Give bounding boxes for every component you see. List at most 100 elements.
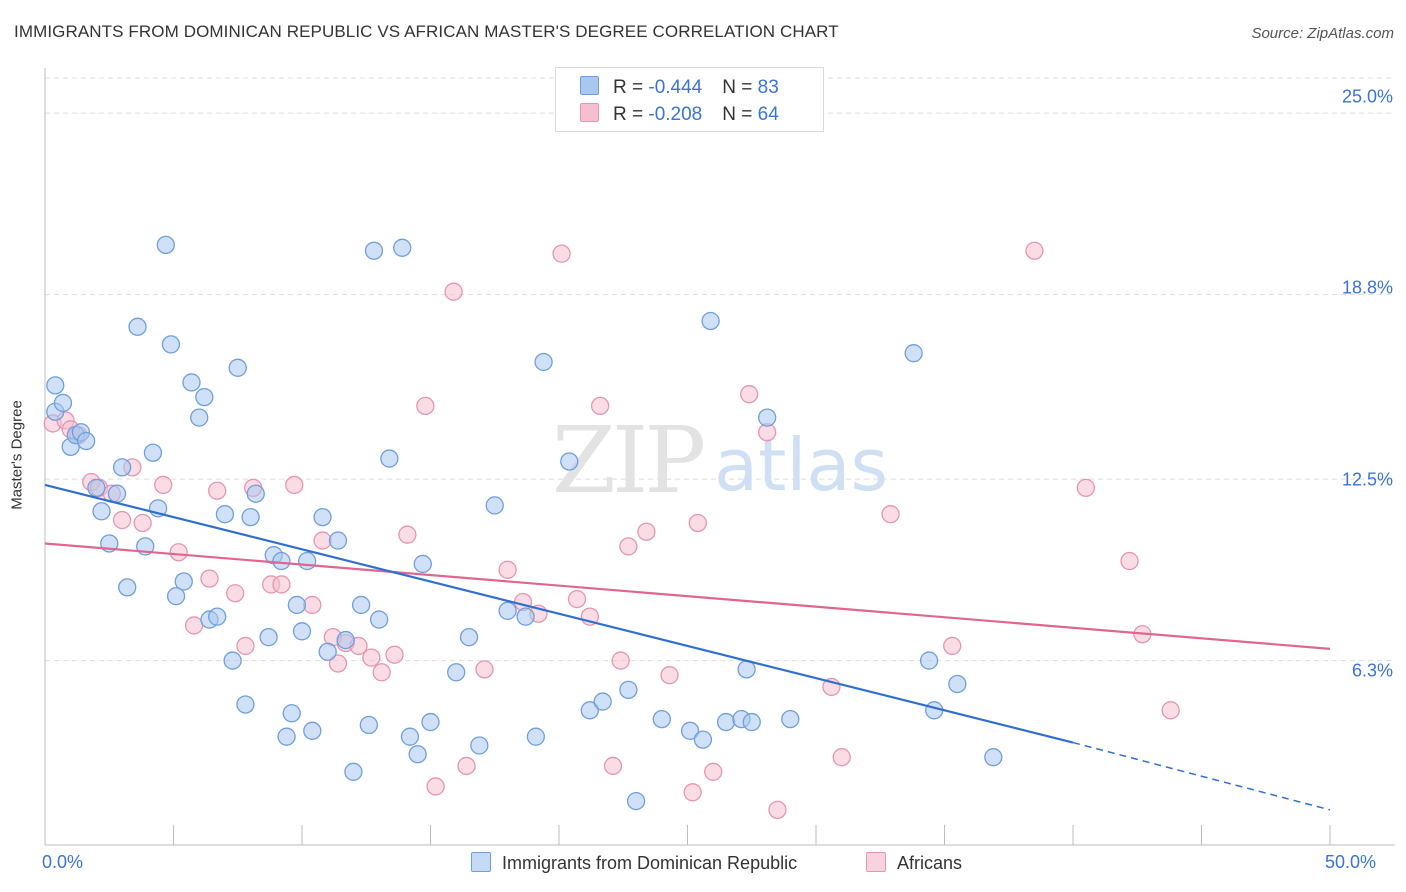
africans-point	[590, 396, 610, 416]
x-tick-label-min: 0.0%	[42, 852, 84, 872]
dominican-point	[737, 660, 756, 679]
africans-point	[768, 800, 787, 820]
dominican-point	[459, 627, 479, 647]
trendlines	[44, 483, 1331, 811]
dominican-point	[118, 578, 137, 597]
dominican-point	[485, 496, 504, 515]
dominican-point	[328, 531, 348, 550]
y-tick-label: 12.5%	[1341, 469, 1393, 490]
legend-swatch-pink	[866, 852, 886, 872]
dominican-point	[447, 663, 466, 682]
africans-point	[1120, 551, 1139, 571]
dominican-point	[156, 235, 175, 255]
africans-point	[832, 748, 851, 767]
dominican-point	[272, 551, 291, 571]
africans-point	[683, 783, 702, 802]
africans-point	[688, 513, 707, 533]
dominican-point	[161, 335, 181, 354]
africans-point	[303, 595, 322, 615]
dominican-point	[560, 452, 579, 471]
dominican-point	[303, 721, 322, 740]
x-tick-label-max: 50.0%	[1325, 852, 1377, 872]
dominican-point	[46, 376, 65, 395]
dominican-point	[742, 712, 761, 732]
dominican-point	[53, 393, 73, 413]
africans-point	[236, 636, 255, 656]
africans-point	[285, 475, 304, 495]
legend-r-label: R =	[613, 77, 649, 98]
dominican-point	[282, 704, 301, 723]
africans-point	[611, 651, 630, 670]
dominican-point	[693, 730, 713, 749]
africans-point	[881, 505, 900, 524]
africans-point	[567, 589, 587, 609]
dominican-trendline-extension	[1072, 741, 1331, 811]
legend-swatch-pink	[580, 103, 599, 122]
legend-r-label: R =	[613, 104, 649, 125]
dominican-point	[498, 601, 517, 620]
legend-row-africans: R = -0.208 N = 64	[580, 103, 779, 126]
legend-item-africans[interactable]: Africans	[866, 852, 962, 874]
africans-point	[200, 569, 219, 588]
dominican-point	[351, 595, 371, 615]
africans-point	[660, 666, 679, 685]
dominican-point	[948, 674, 967, 694]
dominican-point	[369, 610, 389, 629]
axes	[44, 68, 1395, 846]
stats-legend: R = -0.444 N = 83 R = -0.208 N = 64	[555, 67, 824, 132]
africans-point	[416, 396, 435, 416]
dominican-point	[984, 748, 1003, 767]
africans-point	[457, 756, 476, 776]
dominican-point	[758, 408, 777, 427]
africans-point	[385, 645, 404, 664]
africans-point	[619, 537, 638, 556]
source-label: Source: ZipAtlas.com	[1251, 25, 1394, 42]
africans-point	[603, 756, 623, 776]
dominican-point	[680, 721, 700, 740]
africans-point	[475, 660, 494, 679]
series-africans	[43, 241, 1180, 820]
africans-point	[272, 575, 291, 594]
dominican-point	[195, 387, 214, 407]
dominican-point	[652, 709, 671, 729]
dominican-point	[92, 502, 111, 521]
dominican-point	[580, 701, 599, 720]
legend-n-label: N =	[722, 104, 758, 125]
dominican-point	[223, 651, 242, 670]
series-dominican	[46, 235, 1003, 811]
legend-item-dominican[interactable]: Immigrants from Dominican Republic	[471, 852, 797, 874]
africans-point	[1076, 478, 1095, 497]
dominican-point	[76, 431, 96, 451]
dominican-point	[112, 458, 132, 477]
legend-swatch-blue	[471, 852, 491, 872]
dominican-point	[182, 373, 201, 392]
dominican-point	[246, 484, 265, 503]
dominican-point	[364, 241, 384, 260]
dominican-point	[400, 727, 420, 746]
africans-point	[112, 510, 132, 530]
africans-point	[943, 636, 962, 656]
dominican-point	[619, 680, 638, 699]
dominican-point	[128, 317, 147, 336]
dominican-point	[701, 311, 720, 331]
dominican-point	[421, 712, 440, 732]
y-tick-label: 25.0%	[1341, 86, 1393, 107]
dominican-point	[143, 443, 163, 462]
dominican-point	[87, 478, 106, 497]
dominican-point	[287, 595, 307, 615]
legend-n-value: 83	[757, 77, 779, 98]
dominican-point	[393, 238, 412, 257]
dominican-point	[344, 762, 363, 781]
dominican-point	[241, 507, 260, 527]
africans-point	[426, 777, 445, 796]
chart-title: IMMIGRANTS FROM DOMINICAN REPUBLIC VS AF…	[14, 22, 839, 41]
watermark: ZIP atlas	[552, 407, 888, 514]
africans-point	[154, 475, 173, 495]
africans-point	[313, 531, 332, 550]
dominican-point	[297, 551, 317, 571]
dominican-point	[292, 622, 312, 641]
dominican-point	[626, 791, 646, 811]
grid-lines	[45, 77, 1395, 662]
dominican-point	[534, 352, 553, 372]
